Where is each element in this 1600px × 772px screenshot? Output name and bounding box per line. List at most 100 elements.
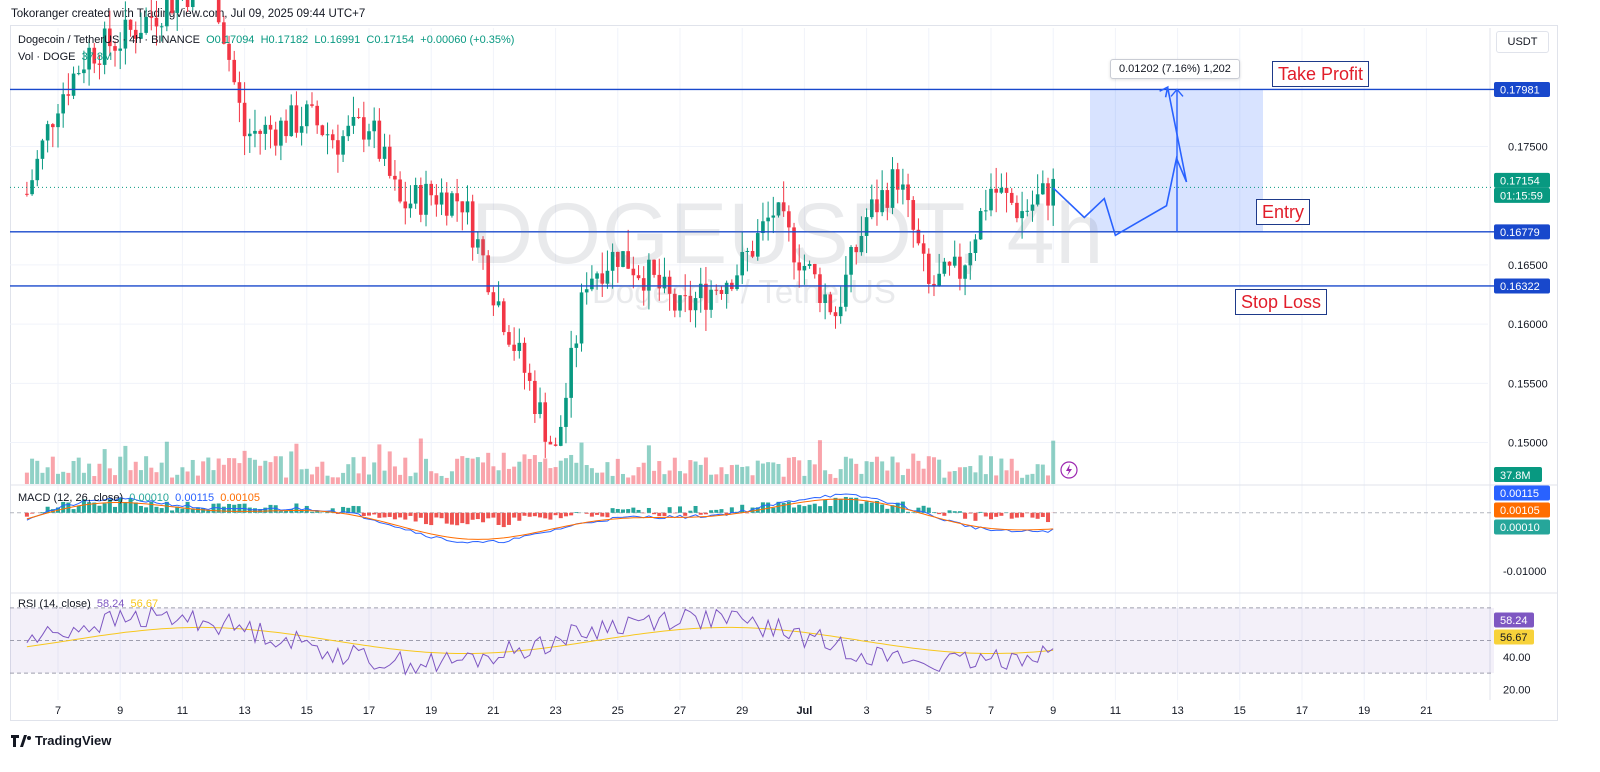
- macd-hist-bar: [595, 512, 600, 515]
- macd-hist-bar: [144, 507, 149, 513]
- volume-bar: [548, 468, 553, 484]
- candle-body: [823, 294, 827, 303]
- volume-bar: [771, 462, 776, 484]
- currency-selector[interactable]: USDT: [1496, 31, 1549, 53]
- macd-hist-bar: [563, 512, 568, 517]
- volume-bar: [942, 477, 947, 484]
- candle-body: [750, 250, 755, 257]
- candle-body: [1009, 192, 1014, 203]
- volume-bar: [361, 456, 366, 484]
- macd-hist-bar: [377, 512, 382, 518]
- volume-bar: [916, 460, 921, 484]
- macd-hist-bar: [40, 512, 45, 513]
- time-tick: 3: [864, 705, 870, 717]
- volume-bar: [444, 477, 449, 484]
- candle-body: [698, 283, 703, 299]
- candle-body: [1004, 187, 1009, 193]
- volume-bar: [144, 456, 149, 484]
- volume-bar: [356, 473, 361, 484]
- volume-bar: [387, 451, 392, 484]
- volume-bar: [71, 460, 76, 484]
- macd-hist-bar: [817, 506, 822, 513]
- volume-bar: [439, 475, 444, 484]
- macd-hist-bar: [895, 502, 900, 513]
- volume-bar: [792, 457, 797, 484]
- volume-bar: [113, 475, 118, 484]
- volume-bar: [227, 458, 232, 484]
- candle-body: [242, 102, 247, 137]
- candle-body: [341, 136, 345, 155]
- watermark-symbol: DOGEUSDT, 4h: [471, 186, 1105, 282]
- candle-body: [735, 275, 739, 290]
- volume-bar: [745, 466, 750, 484]
- volume-bar: [258, 465, 263, 484]
- volume-bar: [242, 450, 247, 484]
- macd-hist-bar: [750, 507, 755, 513]
- macd-hist-bar: [481, 512, 486, 523]
- volume-bar: [620, 473, 625, 484]
- candle-body: [890, 169, 895, 208]
- macd-hist-bar: [92, 502, 97, 513]
- volume-bar: [600, 472, 605, 484]
- take-profit-label[interactable]: Take Profit: [1272, 61, 1370, 87]
- macd-hist-bar: [838, 498, 843, 513]
- candle-body: [76, 73, 81, 75]
- macd-hist-bar: [937, 512, 942, 515]
- volume-bar: [237, 463, 242, 484]
- candle-body: [232, 59, 237, 83]
- volume-bar: [418, 438, 423, 484]
- volume-bar: [947, 471, 952, 484]
- macd-hist-bar: [138, 505, 143, 513]
- macd-hist-bar: [341, 506, 346, 513]
- macd-hist-bar: [957, 511, 962, 513]
- candle-body: [310, 104, 314, 106]
- candle-body: [512, 344, 516, 351]
- volume-bar: [595, 472, 600, 484]
- volume-bar: [838, 469, 843, 484]
- volume-bar: [491, 466, 496, 484]
- macd-hist-bar: [766, 502, 771, 513]
- candle-body: [92, 47, 97, 64]
- macd-hist-bar: [1035, 512, 1040, 519]
- candle-body: [159, 26, 164, 28]
- candle-body: [927, 253, 931, 284]
- candle-body: [745, 250, 750, 252]
- candle-body: [279, 120, 283, 146]
- volume-bar: [367, 474, 371, 484]
- candle-body: [356, 116, 361, 118]
- candle-body: [40, 140, 45, 159]
- macd-hist-bar: [439, 512, 444, 519]
- tradingview-logo-icon: [11, 734, 31, 747]
- volume-bar: [284, 477, 289, 484]
- level-lines: [10, 88, 1494, 287]
- rsi-badge: [1494, 629, 1534, 645]
- macd-hist-bar: [263, 507, 268, 513]
- candle-body: [937, 273, 941, 287]
- macd-hist-bar: [1020, 512, 1025, 518]
- volume-bar: [553, 467, 558, 484]
- candle-body: [724, 282, 729, 294]
- candle-body: [963, 265, 967, 279]
- candle-body: [434, 195, 439, 205]
- volume-bar: [973, 472, 978, 484]
- volume-bar: [341, 472, 346, 484]
- volume-bar: [460, 456, 465, 484]
- legend-symbol: Dogecoin / TetherUS · 4h · BINANCE: [18, 34, 200, 46]
- macd-hist-bar: [543, 512, 548, 519]
- legend-low: L0.16991: [314, 34, 361, 46]
- macd-hist-bar: [252, 508, 257, 513]
- stop-loss-label[interactable]: Stop Loss: [1235, 289, 1328, 315]
- volume-bar: [372, 462, 377, 484]
- tradingview-brand[interactable]: TradingView: [11, 733, 111, 748]
- macd-hist-bar: [683, 512, 688, 516]
- volume-bar: [880, 461, 885, 484]
- volume-bar: [175, 474, 180, 484]
- time-tick: 29: [736, 705, 748, 717]
- candle-body: [82, 69, 86, 74]
- volume-bar: [760, 463, 765, 484]
- macd-hist-bar: [921, 505, 926, 513]
- candle-body: [372, 120, 376, 132]
- volume-bar: [817, 440, 822, 484]
- entry-label[interactable]: Entry: [1256, 199, 1311, 225]
